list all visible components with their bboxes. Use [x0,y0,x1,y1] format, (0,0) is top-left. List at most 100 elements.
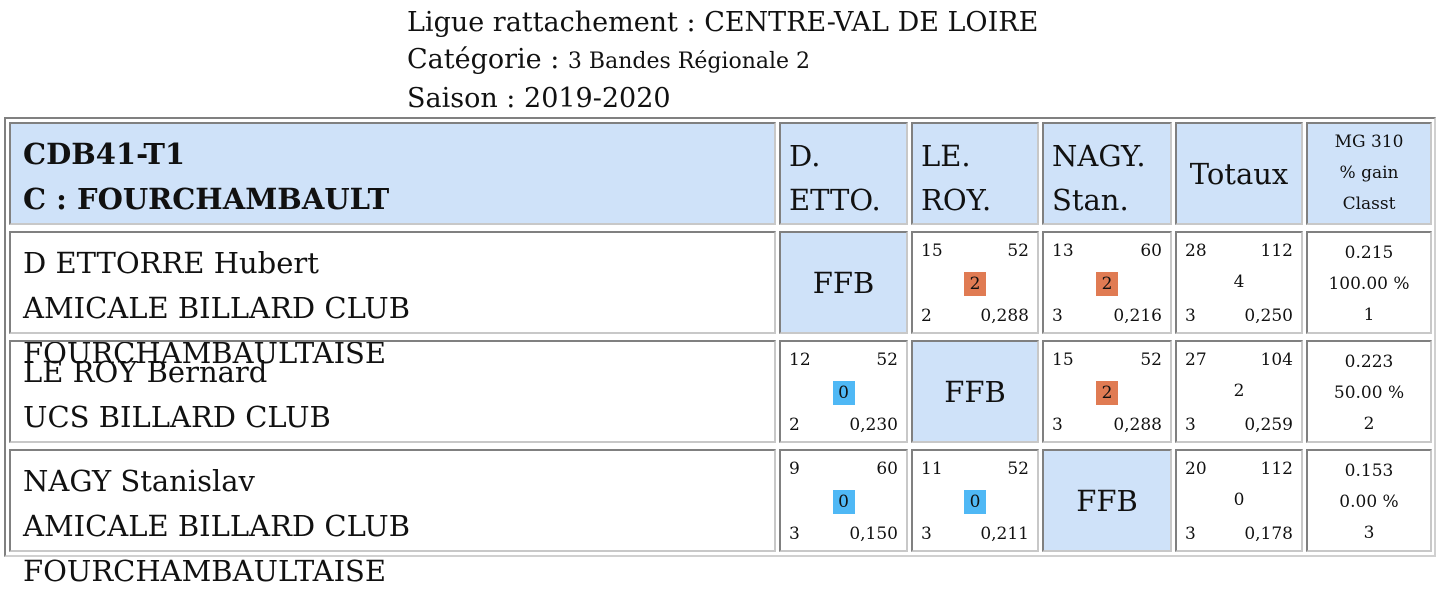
competition-header: Ligue rattachement : CENTRE-VAL DE LOIRE… [407,4,1038,117]
mg-header: MG 310 % gain Classt [1306,122,1432,225]
saison-label: Saison : [407,83,516,114]
match-reprises: 52 [1140,350,1162,370]
match-reprises: 52 [876,350,898,370]
match-count: 3 [1052,306,1063,326]
total-matches: 3 [1185,306,1196,326]
match-cell: 12 52 0 2 0,230 [779,340,908,443]
ffb-cell: FFB [779,231,908,334]
total-matches: 3 [1185,524,1196,544]
player-name: LE ROY Bernard [23,355,268,389]
stats-cell: 0.223 50.00 % 2 [1306,340,1432,443]
match-points: 12 [789,350,811,370]
column-header-line1: D. [789,139,821,173]
match-points: 13 [1052,241,1074,261]
match-count: 2 [789,415,800,435]
match-score-row: 2 [1044,272,1170,296]
match-score-row: 2 [1044,381,1170,405]
match-cell: 15 52 2 3 0,288 [1042,340,1172,443]
match-count: 2 [921,306,932,326]
categorie-value: 3 Bandes Régionale 2 [567,49,811,74]
saison-value: 2019-2020 [524,83,671,114]
column-header-line2: Stan. [1052,183,1129,217]
match-average: 0,216 [1113,306,1162,326]
match-score-row: 0 [913,490,1037,514]
saison-line: Saison : 2019-2020 [407,80,1038,117]
match-count: 3 [921,524,932,544]
column-header-etto: D. ETTO. [779,122,908,225]
match-count: 3 [1052,415,1063,435]
ligue-label: Ligue rattachement : [407,7,696,38]
player-cell: NAGY Stanislav AMICALE BILLARD CLUB FOURC… [9,449,776,588]
ffb-cell: FFB [1042,449,1172,552]
mg-value: 0.215 [1344,243,1394,263]
match-reprises: 60 [1140,241,1162,261]
column-header-roy: LE. ROY. [911,122,1039,225]
match-score-row: 2 [913,272,1037,296]
classt-header-line: Classt [1342,194,1396,214]
total-reprises: 104 [1260,350,1293,370]
stats-cell: 0.153 0.00 % 3 [1306,449,1432,552]
column-header-line1: LE. [921,139,971,173]
column-header-line2: ROY. [921,183,992,217]
total-points: 20 [1185,459,1207,479]
ligue-line: Ligue rattachement : CENTRE-VAL DE LOIRE [407,4,1038,41]
loss-score-badge: 0 [964,490,986,514]
total-average: 0,259 [1244,415,1293,435]
classt-value: 2 [1363,414,1375,434]
match-cell: 9 60 0 3 0,150 [779,449,908,552]
match-cell: 13 60 2 3 0,216 [1042,231,1172,334]
totals-cell: 27 104 2 3 0,259 [1175,340,1303,443]
match-points: 15 [1052,350,1074,370]
match-reprises: 52 [1007,459,1029,479]
match-average: 0,230 [849,415,898,435]
match-points: 11 [921,459,943,479]
loss-score-badge: 0 [832,490,855,514]
ligue-value: CENTRE-VAL DE LOIRE [704,7,1039,38]
player-name: NAGY Stanislav [23,464,255,498]
column-header-nagy: NAGY. Stan. [1042,122,1172,225]
gain-value: 0.00 % [1339,492,1399,512]
total-score: 0 [1233,490,1245,510]
ffb-cell: FFB [911,340,1039,443]
column-header-line1: NAGY. [1052,139,1146,173]
total-matches: 3 [1185,415,1196,435]
player-cell: LE ROY Bernard UCS BILLARD CLUB [9,340,776,443]
gain-value: 100.00 % [1328,274,1410,294]
total-points: 27 [1185,350,1207,370]
total-average: 0,250 [1244,306,1293,326]
match-score-row: 0 [781,490,906,514]
categorie-label: Catégorie : [407,44,560,75]
win-score-badge: 2 [1096,272,1118,296]
win-score-badge: 2 [964,272,986,296]
totals-cell: 20 112 0 3 0,178 [1175,449,1303,552]
player-name: D ETTORRE Hubert [23,246,319,280]
loss-score-badge: 0 [832,381,855,405]
team-club: C : FOURCHAMBAULT [23,182,390,216]
total-score: 2 [1233,381,1245,401]
stats-cell: 0.215 100.00 % 1 [1306,231,1432,334]
team-code: CDB41-T1 [23,137,186,171]
totals-cell: 28 112 4 3 0,250 [1175,231,1303,334]
mg-value: 0.153 [1344,461,1394,481]
match-reprises: 52 [1007,241,1029,261]
total-reprises: 112 [1260,241,1293,261]
column-header-line2: ETTO. [789,183,881,217]
total-score: 4 [1233,272,1245,292]
match-cell: 15 52 2 2 0,288 [911,231,1039,334]
match-average: 0,150 [849,524,898,544]
match-average: 0,288 [980,306,1029,326]
win-score-badge: 2 [1096,381,1118,405]
results-table: CDB41-T1 C : FOURCHAMBAULT D. ETTO. LE. … [4,117,1436,588]
match-average: 0,288 [1113,415,1162,435]
match-average: 0,211 [980,524,1029,544]
match-cell: 11 52 0 3 0,211 [911,449,1039,552]
team-header-cell: CDB41-T1 C : FOURCHAMBAULT [9,122,776,225]
mg-header-line: MG 310 [1334,132,1404,152]
match-points: 9 [789,459,800,479]
match-count: 3 [789,524,800,544]
totals-header: Totaux [1175,122,1303,225]
player-club: AMICALE BILLARD CLUB FOURCHAMBAULTAISE [23,509,411,588]
gain-value: 50.00 % [1333,383,1405,403]
total-average: 0,178 [1244,524,1293,544]
classt-value: 3 [1363,523,1375,543]
